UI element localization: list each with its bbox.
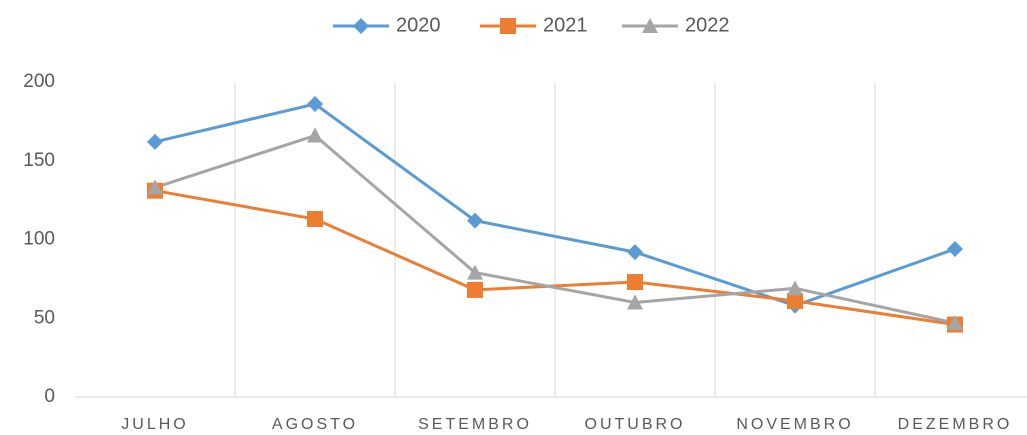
data-point [467,212,483,229]
data-point [947,314,963,330]
data-point [467,281,483,298]
data-point [307,127,323,143]
x-tick-label: JULHO [121,416,188,433]
legend-label: 2021 [543,14,588,36]
series-line [154,133,956,325]
data-point [627,274,643,291]
y-tick-label: 100 [23,229,55,250]
y-tick-label: 50 [34,307,55,328]
legend-label: 2020 [396,14,441,36]
series-line [154,189,956,327]
data-point [307,96,323,113]
x-tick-label: NOVEMBRO [736,416,853,433]
data-point [147,133,163,150]
y-tick-label: 0 [44,386,55,407]
data-point [787,292,803,309]
data-point [947,240,963,257]
y-tick-label: 200 [23,71,55,92]
data-point [467,264,483,280]
data-point [787,280,803,296]
data-point [307,211,323,228]
data-point [627,294,643,310]
x-tick-label: OUTUBRO [585,416,686,433]
series-line [154,102,956,308]
data-point [147,179,163,195]
x-tick-label: AGOSTO [272,416,358,433]
y-tick-label: 150 [23,150,55,171]
legend-label: 2022 [685,14,730,36]
legend-marker [353,18,369,34]
x-tick-label: DEZEMBRO [898,416,1013,433]
legend-marker [500,18,516,34]
x-tick-label: SETEMBRO [418,416,532,433]
legend-marker [642,18,658,33]
data-point [627,244,643,261]
